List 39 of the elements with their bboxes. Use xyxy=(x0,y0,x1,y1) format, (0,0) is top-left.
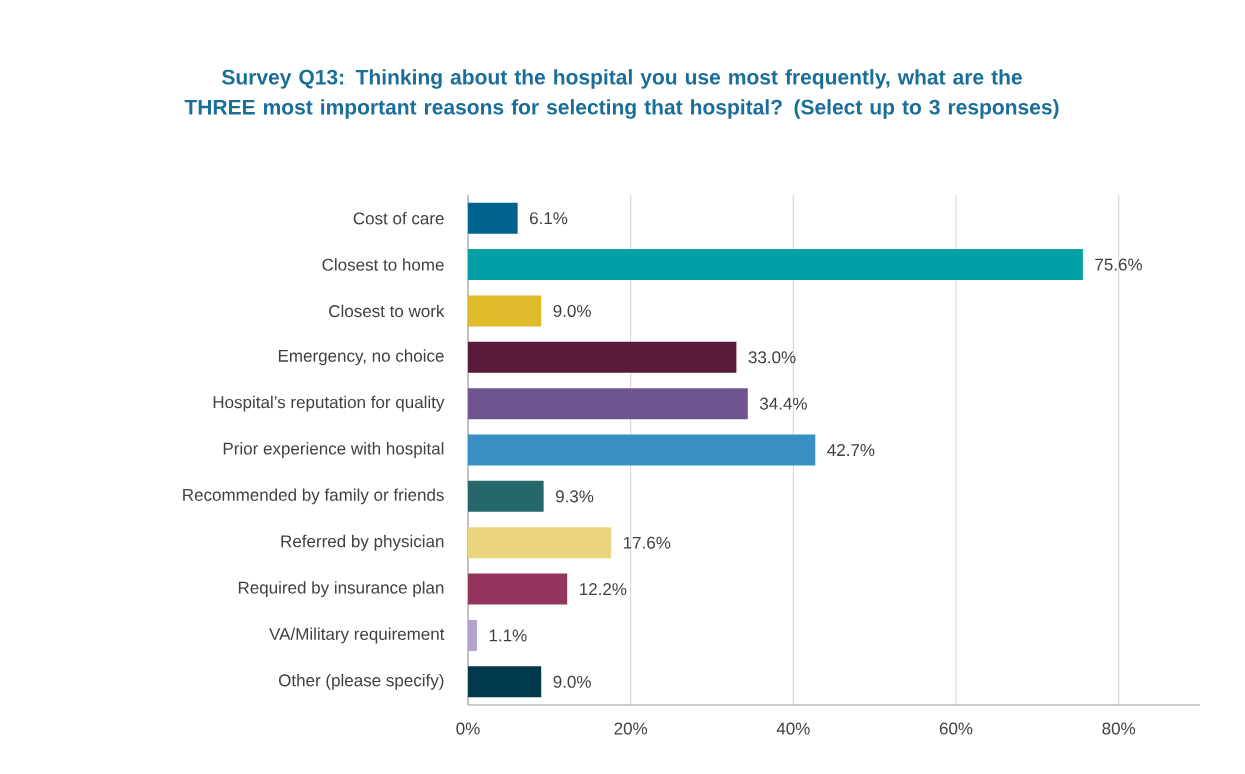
bar xyxy=(468,249,1083,281)
bar xyxy=(468,573,568,605)
data-label: 9.3% xyxy=(555,490,594,503)
x-tick-label: 0% xyxy=(456,722,480,735)
data-label: 34.4% xyxy=(759,397,807,410)
data-label: 9.0% xyxy=(553,304,591,317)
bar xyxy=(468,619,477,651)
bar xyxy=(468,666,542,698)
bar xyxy=(468,295,542,327)
bar xyxy=(468,341,737,373)
x-tick-label: 60% xyxy=(939,722,973,735)
bar xyxy=(468,388,748,420)
y-tick-label: Emergency, no choice xyxy=(278,349,444,366)
x-tick-label: 40% xyxy=(776,722,810,735)
data-label: 12.2% xyxy=(580,583,627,596)
x-tick-label: 20% xyxy=(614,722,648,735)
bar xyxy=(468,480,544,512)
y-tick-label: Hospital’s reputation for quality xyxy=(213,395,445,412)
bar xyxy=(468,527,612,559)
data-label: 9.0% xyxy=(553,675,591,688)
y-tick-label: Recommended by family or friends xyxy=(183,488,444,505)
y-tick-label: Other (please specify) xyxy=(278,673,444,690)
x-tick-label: 80% xyxy=(1102,722,1136,735)
bar xyxy=(468,434,816,466)
data-label: 33.0% xyxy=(748,351,796,364)
bar xyxy=(468,202,518,234)
y-tick-label: Closest to home xyxy=(322,258,444,271)
chart-title: Survey Q13: Thinking about the hospital you use most frequently, what are the THREE most important reasons for selecting that hospital? (Select up to 3 responses) xyxy=(184,69,1059,119)
data-label: 75.6% xyxy=(1095,258,1142,271)
y-tick-label: Prior experience with hospital xyxy=(223,442,444,458)
y-tick-label: VA/Military requirement xyxy=(269,627,445,644)
data-label: 17.6% xyxy=(623,536,671,549)
data-label: 6.1% xyxy=(530,212,568,225)
y-tick-label: Required by insurance plan xyxy=(238,581,444,598)
y-tick-label: Cost of care xyxy=(353,211,444,225)
data-label: 1.1% xyxy=(489,629,527,642)
y-tick-label: Referred by physician xyxy=(281,534,444,551)
data-label: 42.7% xyxy=(827,444,875,456)
y-tick-label: Closest to work xyxy=(329,304,445,318)
